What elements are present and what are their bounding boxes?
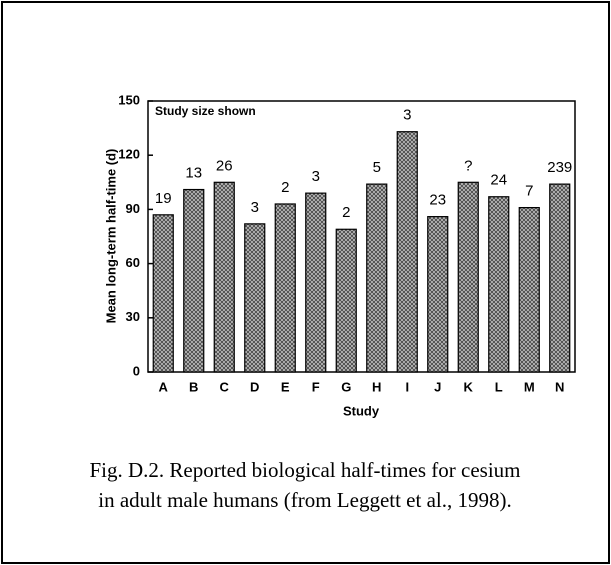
y-tick-label: 60 [126, 255, 140, 270]
x-tick-label: E [281, 379, 290, 394]
plot-frame [147, 100, 576, 373]
y-axis-title: Mean long-term half-time (d) [103, 149, 118, 324]
study-size-label: 3 [251, 199, 259, 216]
x-tick-label: C [220, 379, 230, 394]
caption-line: in adult male humans (from Leggett et al… [98, 488, 511, 512]
bar [457, 181, 479, 373]
bar [427, 216, 449, 373]
x-axis-title: Study [343, 403, 380, 418]
study-size-label: 23 [429, 192, 446, 209]
study-size-label: 5 [373, 159, 381, 176]
study-size-label: 26 [216, 157, 233, 174]
x-tick-label: F [312, 379, 320, 394]
bar [549, 183, 571, 373]
x-tick-label: J [434, 379, 441, 394]
x-tick-label: B [189, 379, 198, 394]
annotation: Study size shown [155, 104, 256, 118]
study-size-label: 7 [525, 183, 533, 200]
study-size-label: 3 [403, 107, 411, 124]
bar [396, 131, 418, 373]
bar [152, 214, 174, 373]
x-tick-label: G [341, 379, 351, 394]
x-tick-label: K [464, 379, 474, 394]
x-tick-label: N [555, 379, 564, 394]
y-tick-label: 150 [118, 92, 140, 107]
y-tick-label: 30 [126, 309, 140, 324]
y-tick-label: 0 [133, 363, 140, 378]
bar [335, 228, 357, 373]
study-size-label: 2 [342, 204, 350, 221]
study-size-label: 239 [547, 159, 572, 176]
bar [366, 183, 388, 373]
study-size-label: 19 [155, 190, 172, 207]
bar [183, 188, 205, 373]
x-tick-label: M [524, 379, 535, 394]
study-size-label: 2 [281, 179, 289, 196]
x-tick-label: A [159, 379, 169, 394]
bar [213, 181, 235, 373]
bar [488, 196, 510, 373]
study-size-label: ? [464, 157, 472, 174]
study-size-label: 13 [185, 164, 202, 181]
bar [518, 206, 540, 373]
study-size-label: 3 [312, 168, 320, 185]
y-tick-label: 120 [118, 147, 140, 162]
bar [305, 192, 327, 373]
x-tick-label: D [250, 379, 259, 394]
x-tick-label: I [405, 379, 409, 394]
x-tick-label: L [495, 379, 503, 394]
y-tick-label: 90 [126, 201, 140, 216]
bar [244, 223, 266, 373]
x-tick-label: H [372, 379, 381, 394]
caption-line: Fig. D.2. Reported biological half-times… [90, 458, 521, 482]
study-size-label: 24 [490, 172, 507, 189]
bar [274, 203, 296, 373]
